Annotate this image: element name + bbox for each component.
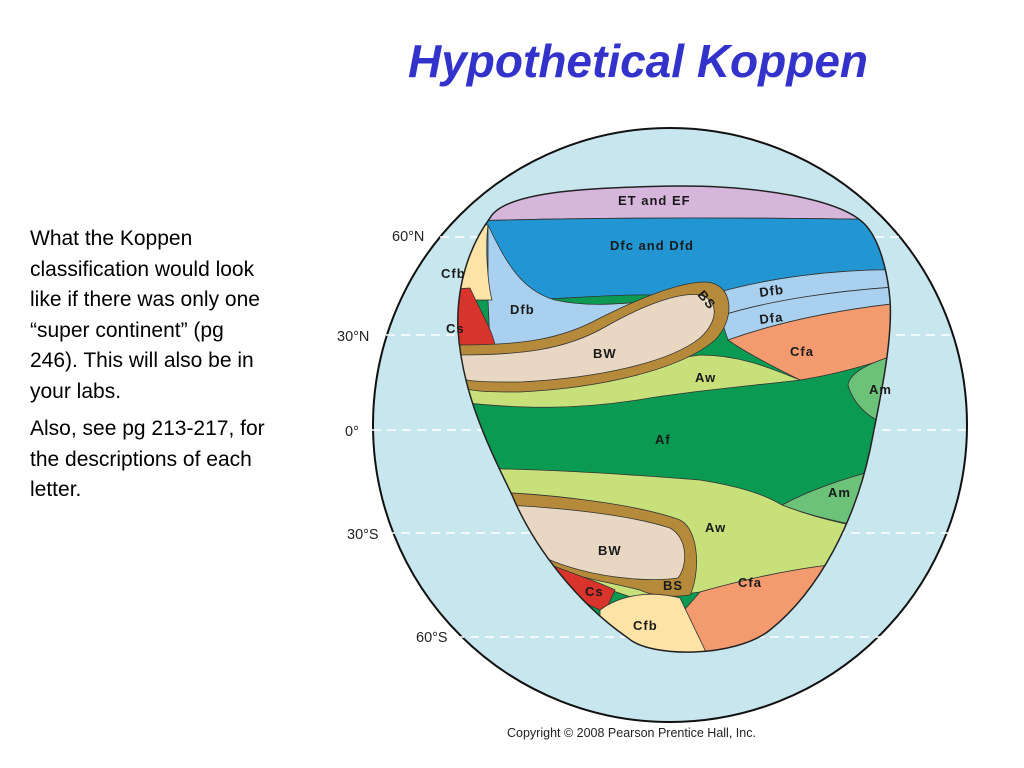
continent-outline [457, 185, 892, 653]
region-bw-north [459, 294, 715, 383]
label-dfa: Dfa [759, 309, 785, 327]
label-dfb-west: Dfb [510, 302, 535, 317]
label-et-ef: ET and EF [618, 193, 691, 208]
label-cfb-north: Cfb [441, 266, 466, 281]
region-am-north [847, 351, 891, 431]
label-cfa-north: Cfa [790, 344, 814, 359]
label-aw-north: Aw [695, 370, 716, 385]
label-am-north: Am [869, 382, 892, 397]
label-cfb-south: Cfb [633, 618, 658, 633]
copyright-notice: Copyright © 2008 Pearson Prentice Hall, … [507, 726, 756, 740]
lat-0-label: 0° [345, 424, 359, 440]
description-paragraph-1: What the Koppen classification would loo… [30, 227, 260, 403]
label-af: Af [655, 432, 671, 447]
label-aw-south: Aw [705, 520, 726, 535]
label-cs-north: Cs [446, 321, 465, 336]
label-am-south: Am [828, 485, 851, 500]
lat-60s-label: 60°S [416, 630, 448, 646]
lat-60n-label: 60°N [392, 229, 424, 245]
label-bw-south: BW [598, 543, 622, 558]
page-title: Hypothetical Koppen [408, 35, 869, 87]
label-bw-north: BW [593, 346, 617, 361]
lat-30n-label: 30°N [337, 329, 369, 345]
description-text: What the Koppen classification would loo… [30, 224, 270, 513]
description-paragraph-2: Also, see pg 213-217, for the descriptio… [30, 417, 265, 501]
label-dfb-east: Dfb [758, 282, 785, 300]
label-bs-south: BS [663, 578, 683, 593]
label-dfc-dfd: Dfc and Dfd [610, 238, 694, 253]
label-cs-south: Cs [585, 584, 604, 599]
lat-30s-label: 30°S [347, 527, 379, 543]
label-cfa-south: Cfa [738, 575, 762, 590]
